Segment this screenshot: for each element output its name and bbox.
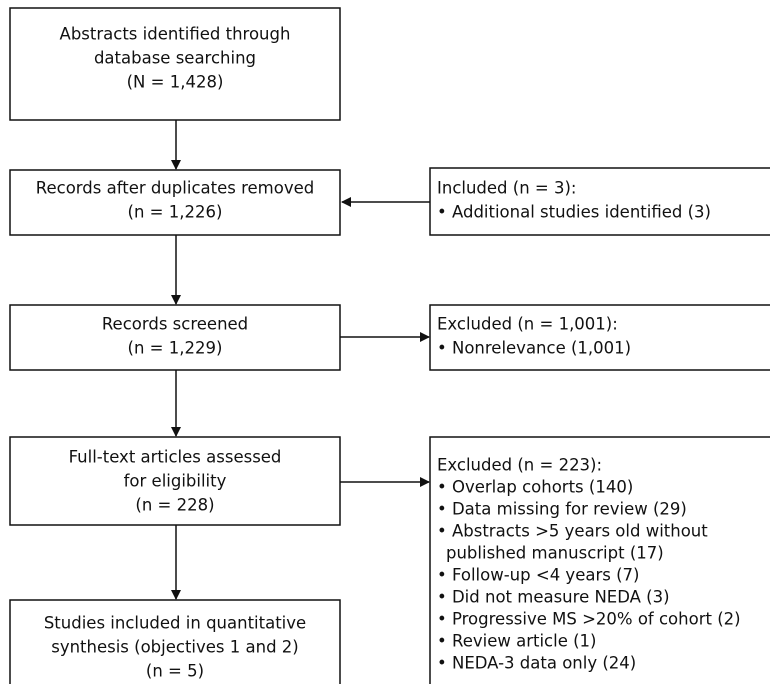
node: Records screened (n = 1,229) [9, 304, 341, 371]
node-text: • NEDA-3 data only (24) [437, 654, 636, 673]
node-text: synthesis (objectives 1 and 2) [51, 638, 299, 657]
node-text: Records after duplicates removed [36, 179, 314, 198]
node-text: (n = 228) [135, 496, 214, 515]
node-text: Abstracts identified through [60, 25, 291, 44]
node-text: (n = 1,226) [128, 203, 223, 222]
node-text: • Data missing for review (29) [437, 500, 687, 519]
node-text: • Nonrelevance (1,001) [437, 339, 631, 358]
node: Excluded (n = 1,001): • Nonrelevance (1,0… [429, 304, 770, 371]
node-box [9, 304, 341, 371]
node-text: • Review article (1) [437, 632, 596, 651]
node: Included (n = 3): • Additional studies id… [429, 167, 770, 236]
node: Excluded (n = 223): • Overlap cohorts (14… [429, 436, 770, 684]
node-box [9, 169, 341, 236]
node-box [9, 599, 341, 684]
node-text: • Progressive MS >20% of cohort (2) [437, 610, 741, 629]
node-text: • Additional studies identified (3) [437, 203, 711, 222]
node-text: for eligibility [124, 472, 227, 491]
node-text: • Overlap cohorts (140) [437, 478, 633, 497]
node-text: database searching [94, 49, 256, 68]
node: Abstracts identified through database sea… [9, 7, 341, 121]
node-text: published manuscript (17) [446, 544, 664, 563]
node-text: • Follow-up <4 years (7) [437, 566, 639, 585]
node-text: • Did not measure NEDA (3) [437, 588, 670, 607]
node-box [429, 436, 770, 684]
arrows [171, 120, 430, 600]
node-box [9, 436, 341, 526]
node-box [429, 304, 770, 371]
node-box [9, 7, 341, 121]
node-text: • Abstracts >5 years old without [437, 522, 708, 541]
node-box [429, 167, 770, 236]
node: Records after duplicates removed (n = 1,2… [9, 169, 341, 236]
node-text: Included (n = 3): [437, 179, 577, 198]
node: Full-text articles assessed for eligibili… [9, 436, 341, 526]
node-text: (N = 1,428) [127, 73, 224, 92]
node: Studies included in quantitative synthesi… [9, 599, 341, 684]
node-text: (n = 1,229) [128, 339, 223, 358]
node-text: Full-text articles assessed [69, 448, 282, 467]
node-text: Studies included in quantitative [44, 614, 306, 633]
node-text: Excluded (n = 1,001): [437, 315, 618, 334]
node-text: Excluded (n = 223): [437, 456, 602, 475]
node-text: Records screened [102, 315, 248, 334]
node-text: (n = 5) [146, 662, 204, 681]
